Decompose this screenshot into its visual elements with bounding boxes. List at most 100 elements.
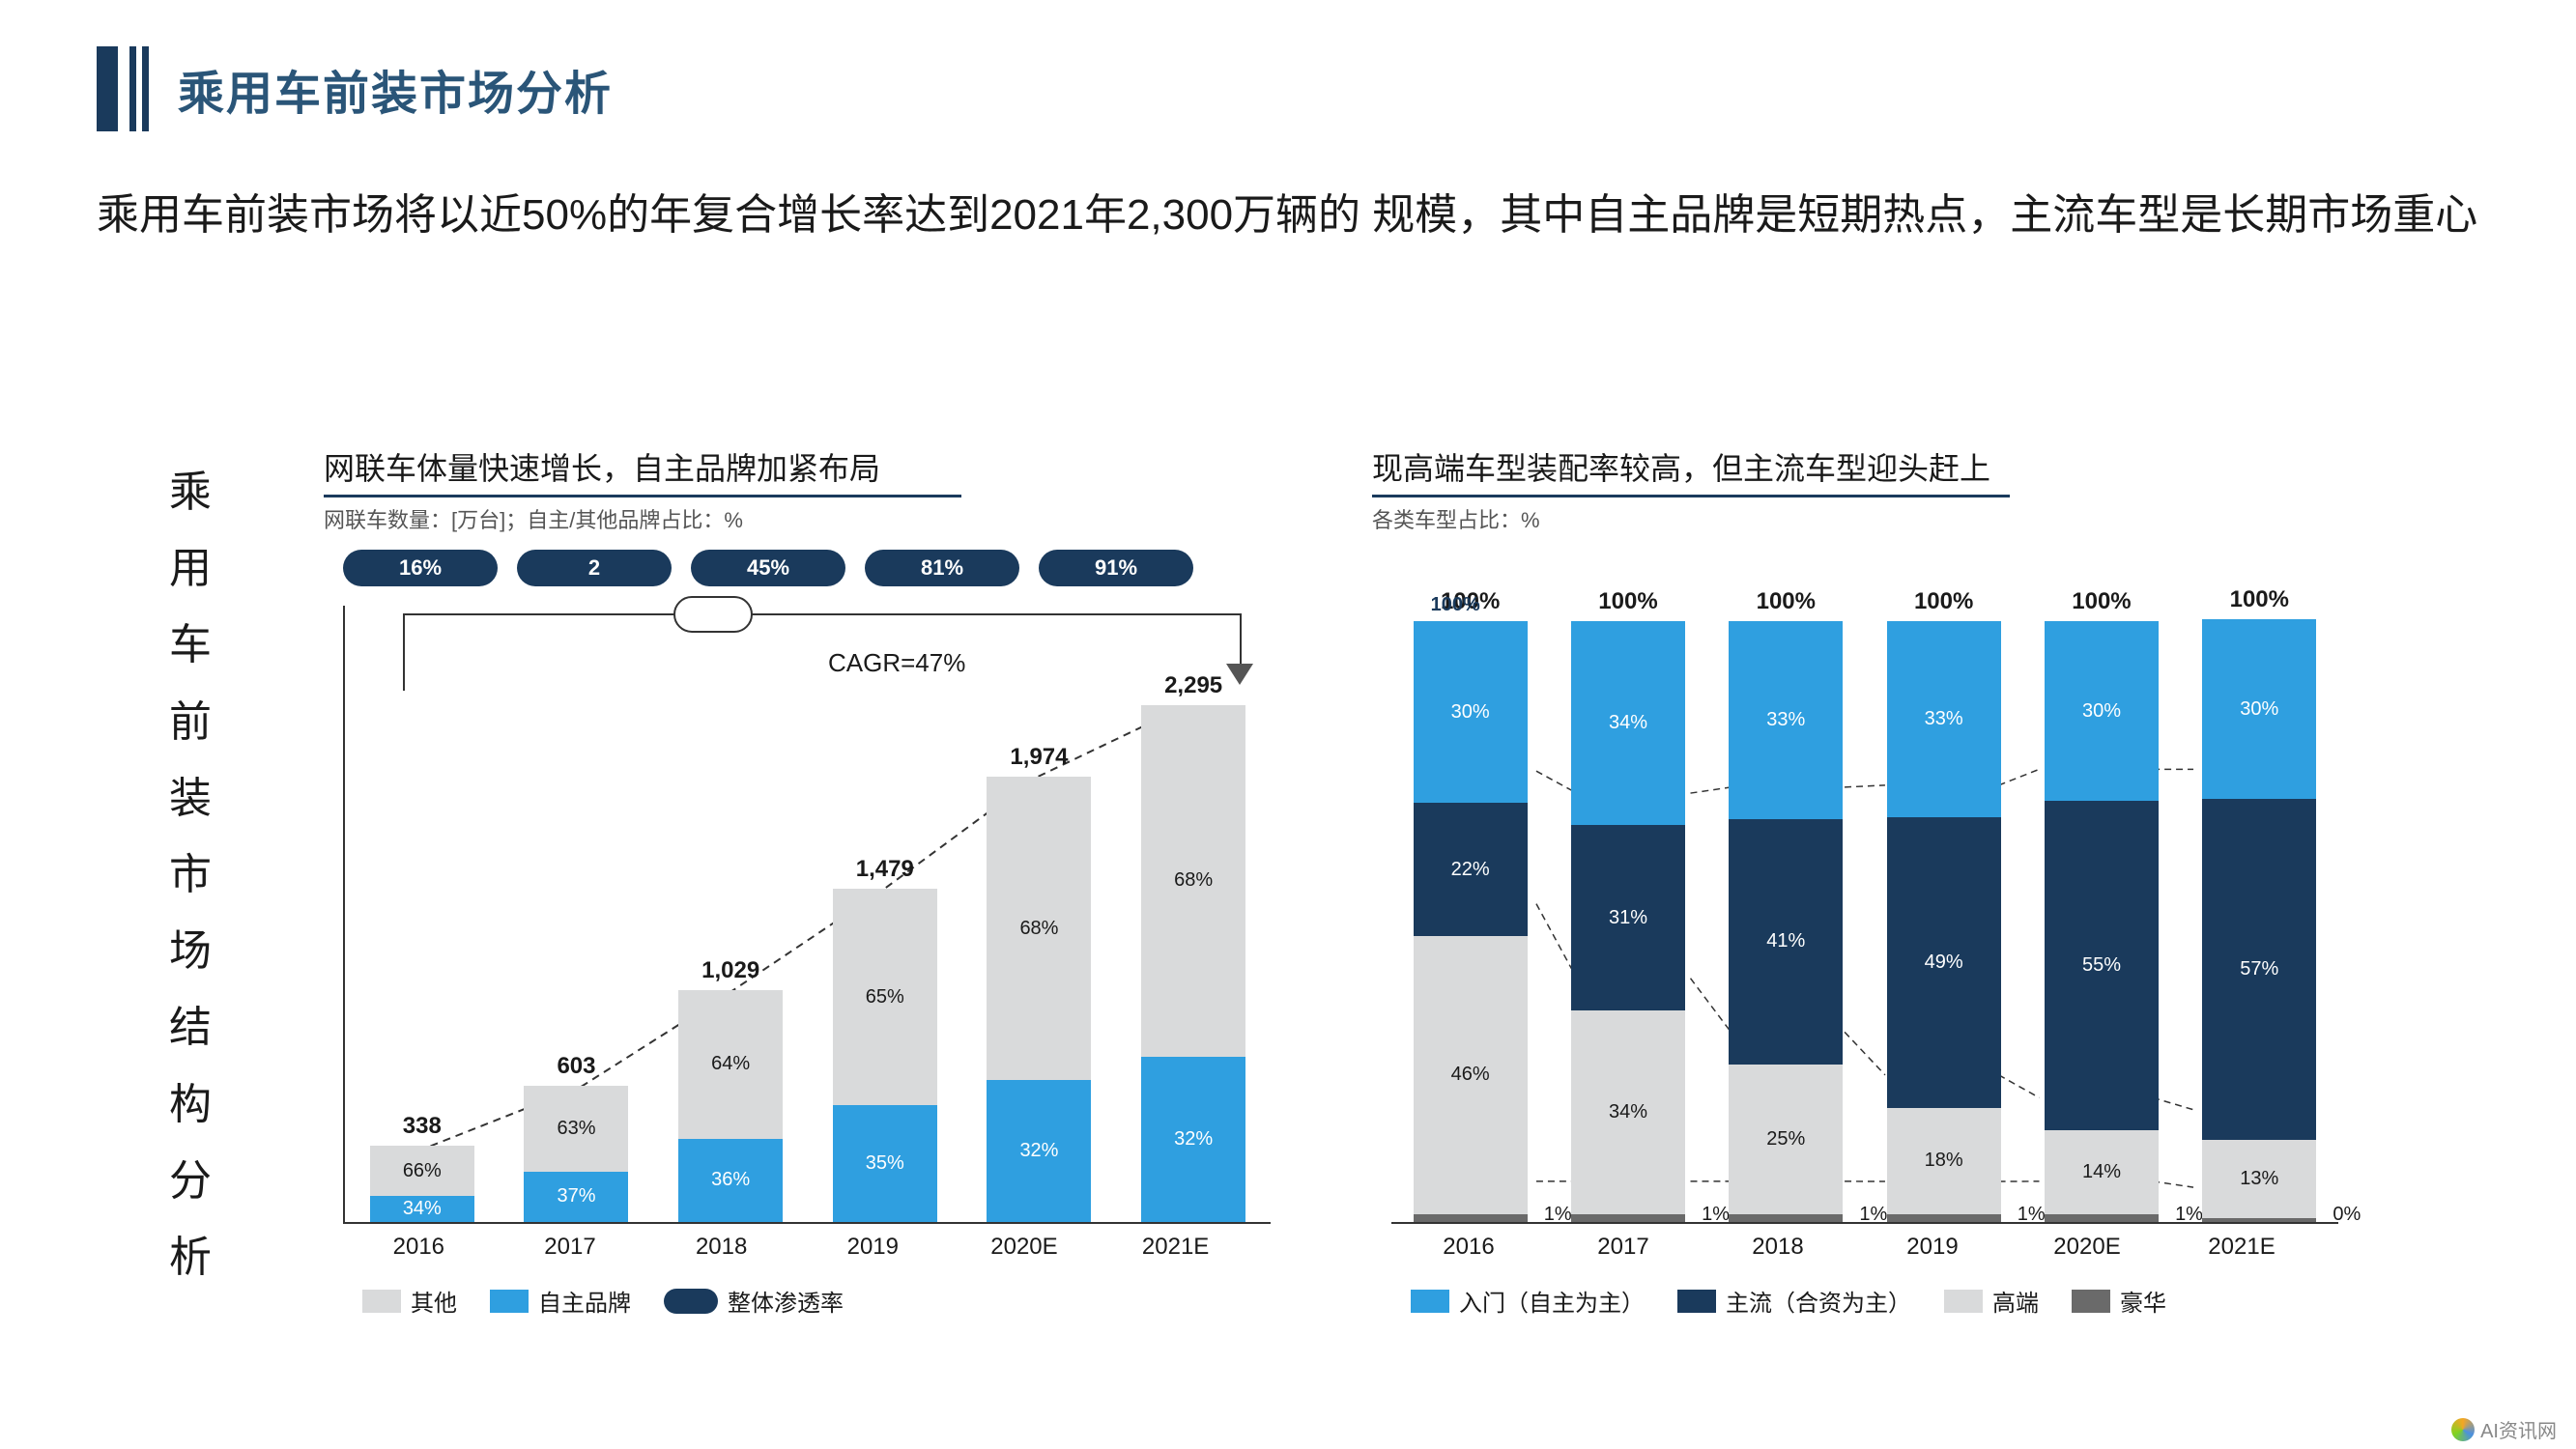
- left-legend: 其他 自主品牌 整体渗透率: [362, 1284, 1251, 1318]
- category-label: 2016: [366, 1234, 471, 1261]
- legend-swatch: [664, 1289, 718, 1314]
- bar-segment: 55%: [2045, 801, 2159, 1130]
- bar-segment-ext-label: 1%: [2175, 1204, 2203, 1226]
- left-chart-subtitle: 网联车数量：[万台]；自主/其他品牌占比：%: [324, 503, 1251, 534]
- bar-group: 100%1%25%41%33%: [1729, 548, 1843, 1222]
- category-label: 2020E: [972, 1234, 1076, 1261]
- bar-total-label: 338: [403, 1113, 442, 1140]
- penetration-pill: 2: [517, 550, 672, 586]
- bar-segment: 34%: [1571, 621, 1685, 825]
- bar-segment: 36%: [678, 1139, 783, 1222]
- bar-segment: 63%: [524, 1086, 628, 1172]
- title-accent-stripes: [129, 46, 149, 131]
- category-label: 2021E: [1124, 1234, 1228, 1261]
- penetration-pill: 16%: [343, 550, 498, 586]
- left-plot-area: CAGR=47% 33834%66%60337%63%1,02936%64%1,…: [343, 606, 1271, 1224]
- bar-segment: 18%: [1887, 1108, 2001, 1214]
- right-chart: 现高端车型装配率较高，但主流车型迎头赶上 各类车型占比：% 100%100%1%…: [1372, 444, 2319, 1318]
- bar-group: 338 34%66%: [370, 606, 474, 1222]
- bar-segment: 68%: [987, 777, 1091, 1079]
- bar-segment: 37%: [524, 1172, 628, 1222]
- bar-segment: 13%: [2202, 1140, 2316, 1218]
- category-label: 2019: [1880, 1234, 1985, 1261]
- bar-group: 100%100%1%46%22%30%: [1414, 548, 1528, 1222]
- category-label: 2018: [1726, 1234, 1830, 1261]
- legend-label: 整体渗透率: [728, 1284, 844, 1318]
- legend-label: 入门（自主为主）: [1459, 1284, 1645, 1318]
- bar-inner-top-label: 100%: [1431, 594, 1480, 616]
- legend-item: 入门（自主为主）: [1411, 1284, 1645, 1318]
- bar-segment: 64%: [678, 990, 783, 1139]
- bar-segment: 14%: [2045, 1130, 2159, 1214]
- bar-segment: 1%: [1887, 1214, 2001, 1222]
- bar-segment: 1%: [1729, 1214, 1843, 1222]
- bar-segment: 1%: [1414, 1214, 1528, 1222]
- legend-item: 豪华: [2072, 1284, 2166, 1318]
- category-label: 2018: [670, 1234, 774, 1261]
- bar-segment: 30%: [2045, 621, 2159, 801]
- penetration-pill: 91%: [1039, 550, 1193, 586]
- bar-segment-ext-label: 1%: [1859, 1204, 1887, 1226]
- bar-total-label: 603: [557, 1053, 595, 1080]
- bar-segment: 30%: [1414, 621, 1528, 803]
- bar-group: 2,29532%68%: [1141, 606, 1245, 1222]
- bar-segment: 66%: [370, 1146, 474, 1196]
- vertical-section-label: 乘用车前装市场结构分析: [169, 454, 215, 1295]
- bar-segment: 68%: [1141, 705, 1245, 1057]
- bar-segment: 33%: [1729, 621, 1843, 819]
- bar-segment: 25%: [1729, 1065, 1843, 1214]
- watermark-icon: [2451, 1418, 2475, 1441]
- bar-segment: 0%: [2202, 1218, 2316, 1222]
- bar-top-label: 100%: [1914, 588, 1973, 615]
- bar-segment: 34%: [370, 1196, 474, 1222]
- penetration-pill: 45%: [691, 550, 845, 586]
- bar-total-label: 1,029: [701, 957, 759, 984]
- category-label: 2020E: [2035, 1234, 2139, 1261]
- legend-swatch: [1411, 1290, 1449, 1313]
- bar-segment: 32%: [987, 1080, 1091, 1222]
- right-plot-area: 100%100%1%46%22%30%100%1%34%31%34%100%1%…: [1391, 548, 2338, 1224]
- legend-item: 高端: [1944, 1284, 2039, 1318]
- left-category-labels: 20162017201820192020E2021E: [343, 1234, 1251, 1261]
- bar-top-label: 100%: [2230, 586, 2289, 613]
- bar-segment: 35%: [833, 1105, 937, 1222]
- watermark: AI资讯网: [2451, 1415, 2557, 1443]
- bar-segment-ext-label: 1%: [1544, 1204, 1572, 1226]
- bar-group: 1,97432%68%: [987, 606, 1091, 1222]
- left-chart: 网联车体量快速增长，自主品牌加紧布局 网联车数量：[万台]；自主/其他品牌占比：…: [324, 444, 1251, 1318]
- category-label: 2017: [518, 1234, 622, 1261]
- bar-top-label: 100%: [1598, 588, 1657, 615]
- category-label: 2017: [1571, 1234, 1675, 1261]
- bar-segment: 33%: [1887, 621, 2001, 817]
- legend-swatch: [2072, 1290, 2110, 1313]
- legend-swatch: [490, 1290, 529, 1313]
- bar-segment: 34%: [1571, 1010, 1685, 1214]
- bar-segment: 30%: [2202, 619, 2316, 799]
- legend-item: 自主品牌: [490, 1284, 631, 1318]
- legend-item: 其他: [362, 1284, 457, 1318]
- category-label: 2016: [1417, 1234, 1521, 1261]
- penetration-pills: 16%245%81%91%: [343, 550, 1251, 586]
- bar-segment: 49%: [1887, 817, 2001, 1108]
- bar-group: 1,47935%65%: [833, 606, 937, 1222]
- bar-top-label: 100%: [2072, 588, 2131, 615]
- bar-segment: 65%: [833, 889, 937, 1105]
- bar-segment-ext-label: 1%: [2018, 1204, 2046, 1226]
- title-accent-bar: [97, 46, 118, 131]
- bar-segment: 41%: [1729, 819, 1843, 1065]
- legend-item: 主流（合资为主）: [1677, 1284, 1911, 1318]
- slide-subtitle: 乘用车前装市场将以近50%的年复合增长率达到2021年2,300万辆的 规模，其…: [97, 184, 2479, 247]
- legend-label: 自主品牌: [538, 1284, 631, 1318]
- legend-swatch: [1944, 1290, 1983, 1313]
- right-category-labels: 20162017201820192020E2021E: [1391, 1234, 2319, 1261]
- bar-group: 100%1%34%31%34%: [1571, 548, 1685, 1222]
- bar-segment: 57%: [2202, 799, 2316, 1140]
- legend-swatch: [362, 1290, 401, 1313]
- bar-group: 100% 0%13%57%30%: [2202, 548, 2316, 1222]
- slide-title: 乘用车前装市场分析: [178, 55, 613, 123]
- watermark-text: AI资讯网: [2480, 1415, 2557, 1443]
- right-legend: 入门（自主为主） 主流（合资为主） 高端豪华: [1411, 1284, 2319, 1318]
- right-chart-subtitle: 各类车型占比：%: [1372, 503, 2319, 534]
- legend-label: 其他: [411, 1284, 457, 1318]
- bar-group: 603 37%63%: [524, 606, 628, 1222]
